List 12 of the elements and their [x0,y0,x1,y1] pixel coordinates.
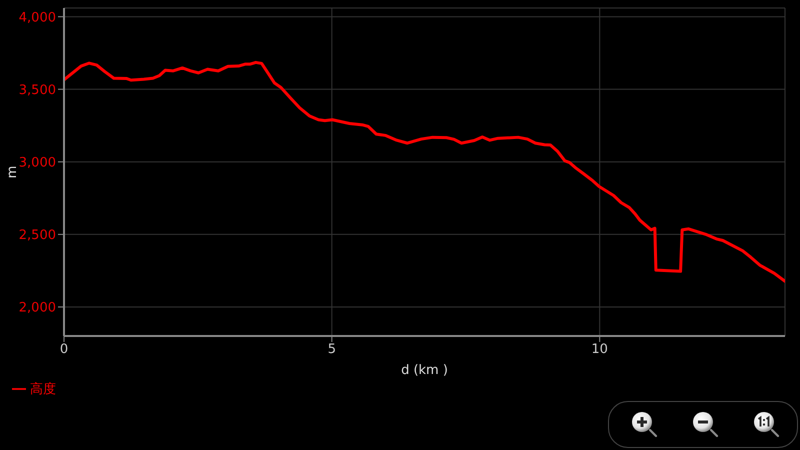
y-tick-label: 2,500 [18,228,56,244]
y-tick-label: 4,000 [18,10,56,26]
x-tick-label: 0 [60,342,68,358]
line-series [64,60,785,283]
y-tick-label: 3,000 [18,155,56,170]
legend-label: 高度 [30,382,56,397]
x-axis-title: d (km ) [401,363,448,378]
x-tick-label: 5 [328,342,336,358]
y-tick-label: 3,500 [18,82,56,98]
y-axis-title: m [4,166,20,178]
x-tick-label: 10 [591,342,608,358]
y-tick-label: 2,000 [18,300,56,316]
